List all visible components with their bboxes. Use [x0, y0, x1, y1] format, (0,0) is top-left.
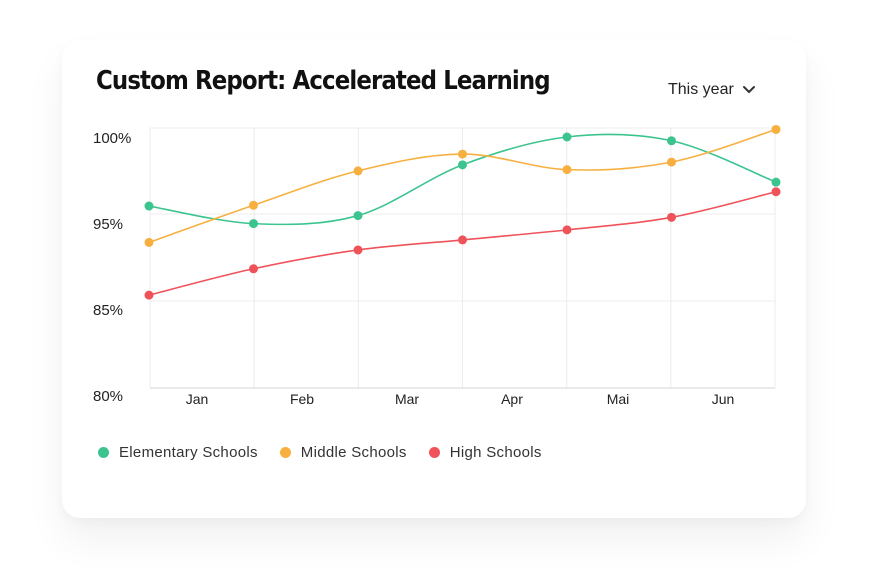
- data-point: [353, 211, 363, 221]
- data-point: [771, 177, 781, 187]
- period-dropdown[interactable]: This year: [668, 78, 756, 102]
- legend-item: Middle Schools: [279, 444, 407, 461]
- x-tick-label: Mar: [395, 391, 419, 407]
- data-point: [249, 200, 258, 210]
- x-tick-label: Mai: [607, 391, 630, 407]
- data-point: [562, 225, 572, 235]
- report-card: [62, 40, 806, 518]
- series-points: [144, 124, 781, 300]
- legend-item: High Schools: [428, 444, 542, 461]
- legend-item: Elementary Schools: [98, 444, 258, 461]
- data-point: [458, 235, 467, 245]
- data-point: [249, 219, 258, 229]
- data-point: [353, 166, 363, 176]
- chevron-down-icon: [742, 85, 756, 95]
- report-title: Custom Report: Accelerated Learning: [96, 66, 551, 96]
- data-point: [458, 160, 467, 170]
- legend-dot: [98, 447, 109, 458]
- x-axis-ticks: Jan Feb Mar Apr Mai Jun: [186, 391, 735, 407]
- x-tick-label: Feb: [290, 391, 314, 407]
- data-point: [667, 212, 676, 222]
- data-point: [562, 132, 572, 142]
- data-point: [144, 237, 154, 247]
- legend-label: Middle Schools: [300, 444, 407, 461]
- y-tick-label: 100%: [93, 130, 131, 147]
- data-point: [353, 245, 363, 255]
- y-tick-label: 80%: [93, 388, 123, 405]
- x-tick-label: Jan: [186, 391, 209, 407]
- data-point: [144, 201, 154, 211]
- x-tick-label: Jun: [712, 391, 735, 407]
- period-label: This year: [668, 81, 734, 98]
- y-axis-ticks: 100% 95% 85% 80%: [93, 130, 131, 405]
- x-tick-label: Apr: [501, 391, 523, 407]
- data-point: [771, 187, 781, 197]
- y-tick-label: 85%: [93, 302, 123, 319]
- legend-dot: [428, 447, 440, 458]
- legend-label: High Schools: [449, 444, 542, 461]
- legend-label: Elementary Schools: [119, 444, 258, 461]
- data-point: [458, 149, 467, 159]
- chart-legend: Elementary Schools Middle Schools High Sch…: [98, 444, 542, 461]
- data-point: [562, 165, 572, 175]
- data-point: [667, 136, 676, 146]
- data-point: [771, 124, 781, 134]
- data-point: [144, 290, 154, 300]
- data-point: [249, 264, 258, 274]
- legend-dot: [279, 447, 291, 458]
- data-point: [667, 157, 676, 167]
- y-tick-label: 95%: [93, 216, 123, 233]
